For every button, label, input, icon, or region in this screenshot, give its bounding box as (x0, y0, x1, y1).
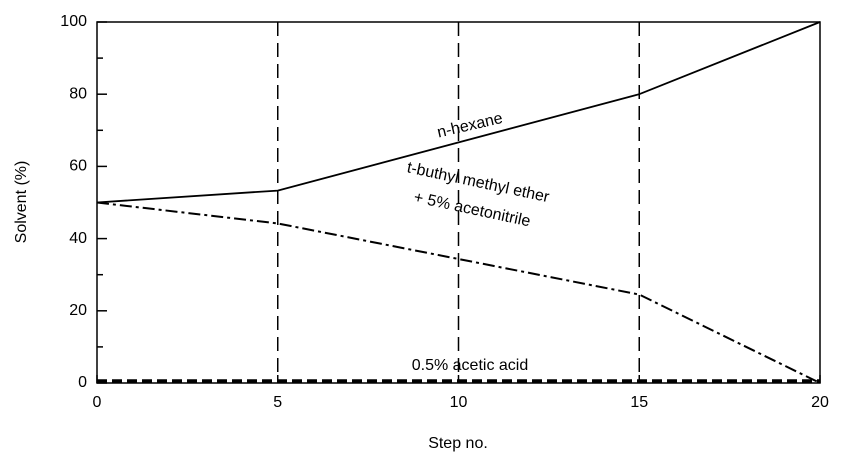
y-tick-label: 0 (78, 374, 87, 391)
x-tick-label: 5 (273, 394, 282, 411)
x-tick-label: 0 (93, 394, 102, 411)
x-axis-label: Step no. (428, 435, 488, 452)
y-tick-label: 60 (69, 158, 87, 175)
y-tick-label: 80 (69, 85, 87, 102)
series-line (96, 201, 821, 384)
y-tick-label: 20 (69, 302, 87, 319)
series-label: n-hexane (436, 110, 505, 142)
series-label: 0.5% acetic acid (412, 357, 529, 374)
x-tick-label: 10 (450, 394, 468, 411)
y-tick-label: 100 (60, 13, 87, 30)
y-tick-label: 40 (69, 230, 87, 247)
x-tick-label: 20 (811, 394, 829, 411)
y-axis-label: Solvent (%) (13, 161, 30, 244)
series-line (96, 21, 821, 204)
x-tick-label: 15 (630, 394, 648, 411)
